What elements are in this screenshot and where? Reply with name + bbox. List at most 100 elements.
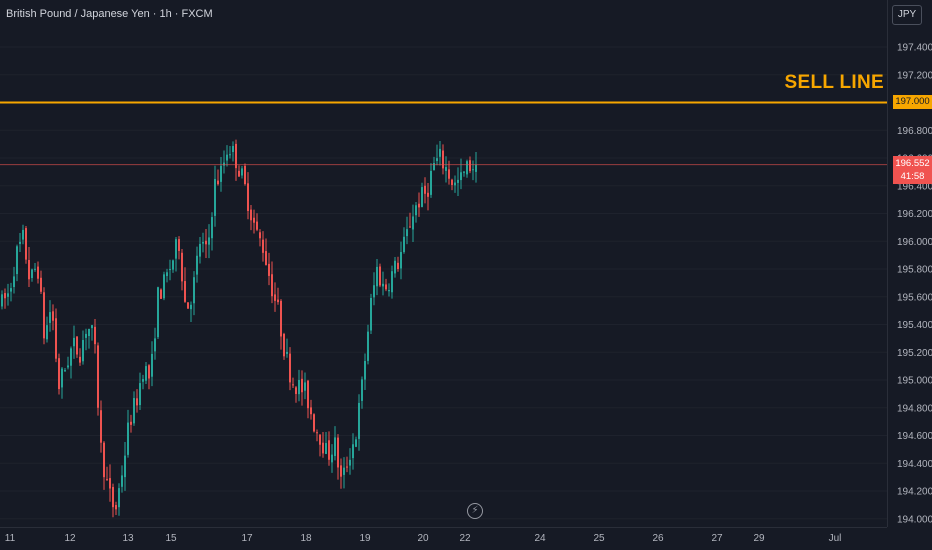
- lightning-icon[interactable]: ⚡: [467, 503, 483, 519]
- candle-down: [322, 442, 324, 454]
- sell-line-label: SELL LINE: [784, 72, 884, 93]
- candle-up: [10, 288, 12, 292]
- candle-up: [202, 242, 204, 244]
- candle-up: [88, 328, 90, 337]
- last-price-tag: 196.552 41:58: [893, 156, 932, 184]
- candle-down: [271, 274, 273, 297]
- candle-up: [466, 161, 468, 175]
- candle-up: [343, 467, 345, 475]
- currency-badge[interactable]: JPY: [892, 5, 922, 25]
- candle-up: [7, 293, 9, 297]
- candle-down: [328, 440, 330, 460]
- candle-up: [208, 237, 210, 245]
- bar-countdown: 41:58: [900, 171, 925, 182]
- candle-down: [259, 232, 261, 239]
- candle-up: [169, 269, 171, 271]
- candle-down: [469, 160, 471, 172]
- candle-down: [97, 345, 99, 408]
- candle-up: [436, 158, 438, 161]
- time-tick-label: 20: [417, 533, 429, 544]
- candle-up: [118, 488, 120, 508]
- candle-up: [430, 170, 432, 195]
- candle-up: [139, 383, 141, 406]
- candle-up: [472, 169, 474, 171]
- candle-up: [232, 146, 234, 153]
- candle-up: [19, 241, 21, 244]
- time-tick-label: Jul: [829, 533, 842, 544]
- candle-down: [130, 421, 132, 425]
- candle-down: [274, 294, 276, 301]
- candle-up: [226, 154, 228, 161]
- candle-up: [223, 162, 225, 166]
- candle-down: [4, 293, 6, 299]
- candle-down: [256, 221, 258, 230]
- time-tick-label: 29: [753, 533, 765, 544]
- candle-up: [85, 333, 87, 338]
- time-scale[interactable]: 11 12 13 15 17 18 19 20 22 24 25 26 27 29 Jul: [5, 533, 842, 544]
- candle-down: [238, 170, 240, 177]
- time-tick-label: 18: [300, 533, 312, 544]
- price-tick-label: 194.200: [897, 487, 932, 498]
- candle-up: [475, 164, 477, 172]
- candle-up: [421, 187, 423, 207]
- candle-up: [439, 148, 441, 157]
- candle-up: [166, 272, 168, 277]
- candle-up: [145, 366, 147, 381]
- candle-up: [376, 266, 378, 287]
- candle-down: [253, 217, 255, 223]
- candle-down: [295, 387, 297, 394]
- candle-up: [241, 168, 243, 176]
- candle-up: [199, 243, 201, 257]
- candle-down: [148, 365, 150, 379]
- candle-down: [448, 169, 450, 179]
- candle-down: [181, 252, 183, 282]
- candle-up: [454, 182, 456, 186]
- price-tick-label: 195.200: [897, 348, 932, 359]
- candle-up: [142, 379, 144, 382]
- candle-down: [28, 260, 30, 280]
- time-tick-label: 12: [64, 533, 76, 544]
- price-tick-label: 194.800: [897, 403, 932, 414]
- sell-line-price-tag: 197.000: [893, 95, 932, 109]
- candle-up: [364, 361, 366, 380]
- candle-down: [244, 165, 246, 185]
- candle-up: [433, 163, 435, 171]
- price-tick-label: 195.800: [897, 265, 932, 276]
- price-tick-label: 195.000: [897, 376, 932, 387]
- candle-down: [307, 380, 309, 409]
- candle-up: [124, 455, 126, 478]
- price-tick-label: 197.400: [897, 43, 932, 54]
- candle-up: [445, 167, 447, 171]
- candle-down: [55, 318, 57, 359]
- time-tick-label: 13: [122, 533, 134, 544]
- candle-down: [217, 180, 219, 185]
- candle-down: [301, 378, 303, 393]
- candle-down: [265, 251, 267, 265]
- candle-down: [319, 434, 321, 445]
- candle-up: [154, 338, 156, 352]
- candle-up: [91, 325, 93, 329]
- candle-up: [13, 276, 15, 288]
- time-tick-label: 22: [459, 533, 471, 544]
- candle-up: [412, 216, 414, 230]
- candle-down: [418, 203, 420, 208]
- price-tick-label: 195.600: [897, 292, 932, 303]
- candle-up: [373, 285, 375, 298]
- candle-up: [286, 351, 288, 354]
- candle-down: [262, 239, 264, 253]
- candle-down: [442, 150, 444, 169]
- candle-down: [427, 192, 429, 197]
- candle-down: [37, 266, 39, 279]
- candle-up: [304, 382, 306, 391]
- time-tick-label: 24: [534, 533, 546, 544]
- candle-up: [1, 294, 3, 307]
- candle-up: [415, 205, 417, 216]
- candle-up: [220, 165, 222, 182]
- candle-up: [406, 229, 408, 237]
- candle-down: [100, 410, 102, 443]
- candle-up: [133, 398, 135, 424]
- candle-up: [172, 260, 174, 270]
- candle-down: [178, 239, 180, 251]
